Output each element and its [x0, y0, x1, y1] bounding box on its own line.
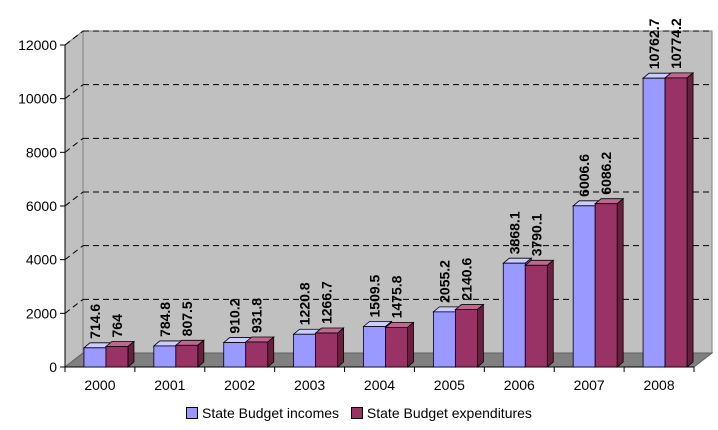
x-tick-label: 2001: [154, 377, 185, 393]
data-label: 6006.6: [576, 154, 592, 197]
data-label: 1475.8: [389, 275, 405, 318]
data-label: 784.8: [157, 302, 173, 337]
x-tick-label: 2008: [643, 377, 674, 393]
expenditure-bar: [454, 303, 485, 368]
gridline-side: [64, 298, 84, 314]
data-labels: 714.6 764 784.8 807.5 910.2 931.8 1220.8 1266.7…: [87, 18, 684, 339]
data-label: 3790.1: [528, 213, 544, 256]
expenditure-bar: [663, 72, 695, 368]
gridline-side: [64, 84, 84, 100]
y-tick-label: 10000: [18, 91, 57, 107]
income-bar-front: [363, 326, 386, 368]
expenditure-bar: [524, 259, 555, 368]
data-label: 910.2: [227, 298, 243, 333]
legend-swatch-expenditures: [350, 407, 363, 419]
legend-item-expenditures: State Budget expenditures: [350, 405, 532, 421]
data-label: 2140.6: [458, 258, 474, 301]
expenditure-bar-front: [524, 264, 548, 368]
data-label: 6086.2: [598, 152, 614, 195]
expenditure-bar: [104, 340, 136, 368]
x-axis-ticks: 2000 2001 2002 2003 2004 2005 2006 2007 2008: [64, 367, 695, 393]
data-label: 10774.2: [668, 18, 684, 69]
gridline-side: [64, 137, 84, 153]
expenditure-bar-side: [407, 321, 414, 368]
data-label: 1266.7: [319, 281, 335, 324]
income-bar-front: [223, 342, 247, 368]
x-tick-label: 2005: [434, 377, 465, 393]
y-tick-label: 0: [49, 359, 57, 375]
y-axis-ticks: 0 2000 4000 6000 8000 10000 12000: [18, 37, 65, 375]
expenditure-bar-side: [337, 327, 345, 368]
y-tick-label: 4000: [26, 252, 57, 268]
data-label: 1220.8: [297, 282, 313, 325]
gridline-side: [64, 30, 84, 46]
data-label: 931.8: [249, 298, 265, 333]
gridline-side: [64, 245, 84, 261]
income-bar-front: [153, 345, 177, 368]
x-tick-label: 2003: [294, 377, 325, 393]
x-tick-label: 2006: [504, 377, 535, 393]
expenditure-bar: [174, 339, 205, 368]
expenditure-bar-front: [105, 346, 129, 368]
legend-swatch-incomes: [186, 407, 199, 419]
x-tick-label: 2002: [224, 377, 255, 393]
income-bar-front: [293, 333, 317, 368]
x-tick-label: 2007: [574, 377, 605, 393]
income-bar-front: [432, 311, 456, 368]
y-tick-label: 2000: [26, 305, 57, 321]
x-tick-label: 2000: [84, 377, 115, 393]
legend-label-expenditures: State Budget expenditures: [366, 405, 532, 421]
income-bar-front: [502, 262, 526, 368]
expenditure-bar-front: [594, 203, 618, 368]
expenditure-bar: [384, 321, 415, 368]
expenditure-bar-front: [175, 344, 199, 368]
expenditure-bar-side: [686, 72, 694, 368]
data-label: 807.5: [179, 301, 195, 336]
legend-label-incomes: State Budget incomes: [202, 405, 340, 421]
data-label: 714.6: [87, 304, 103, 339]
data-label: 3868.1: [506, 211, 522, 254]
expenditure-bar-front: [454, 309, 478, 368]
x-tick-label: 2004: [364, 377, 395, 393]
income-bar-front: [83, 347, 107, 368]
data-label: 1509.5: [367, 274, 383, 317]
expenditure-bar-side: [127, 340, 135, 368]
expenditure-bar: [244, 336, 275, 368]
data-label: 10762.7: [646, 18, 662, 69]
expenditure-bar-front: [385, 326, 408, 368]
expenditure-bar-front: [245, 341, 269, 368]
legend-item-incomes: State Budget incomes: [186, 405, 339, 421]
expenditure-bar-side: [476, 303, 484, 368]
expenditure-bar-front: [664, 77, 688, 368]
expenditure-bar-side: [267, 336, 275, 368]
data-label: 2055.2: [436, 260, 452, 303]
data-label: 764: [109, 314, 125, 338]
legend: State Budget incomes State Budget expend…: [0, 405, 718, 422]
income-bar-front: [642, 77, 666, 368]
y-tick-label: 6000: [26, 198, 57, 214]
gridline-side: [64, 191, 84, 207]
expenditure-bar: [594, 197, 625, 368]
y-tick-label: 8000: [26, 144, 57, 160]
expenditure-bar: [314, 327, 345, 368]
expenditure-bar-side: [616, 197, 624, 368]
income-bar-front: [572, 205, 596, 368]
bars: [82, 72, 695, 368]
expenditure-bar-side: [546, 259, 554, 368]
expenditure-bar-side: [197, 339, 205, 368]
y-tick-label: 12000: [18, 37, 57, 53]
expenditure-bar-front: [315, 332, 339, 368]
